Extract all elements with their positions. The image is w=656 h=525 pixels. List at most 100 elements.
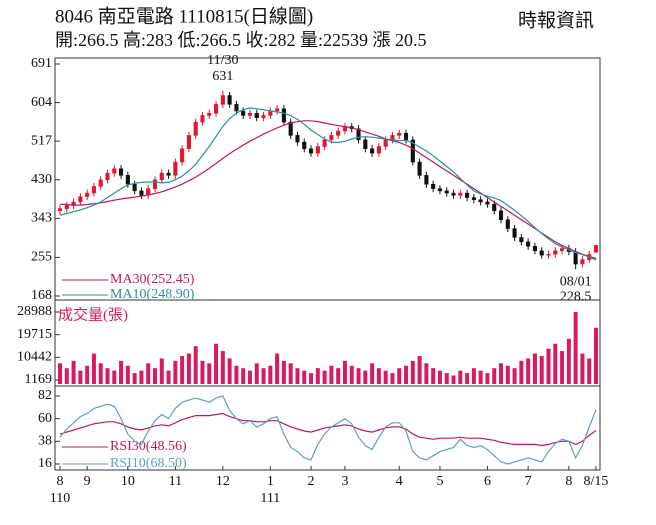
volume-bar <box>166 370 171 384</box>
legend-label: MA30(252.45) <box>110 272 195 287</box>
candle-body <box>315 146 320 154</box>
volume-title: 成交量(張) <box>58 305 128 323</box>
legend-label: MA10(248.90) <box>110 287 195 302</box>
volume-bar <box>376 368 381 384</box>
legend-label: RSI10(68.50) <box>110 456 187 471</box>
candle-body <box>485 201 490 205</box>
candle-body <box>139 190 144 196</box>
volume-bar <box>404 365 409 384</box>
volume-bar <box>152 368 157 384</box>
candle-body <box>471 197 476 200</box>
year-label: 110 <box>50 491 70 506</box>
candle-body <box>247 112 253 116</box>
candle-body <box>295 135 300 143</box>
volume-bar <box>186 353 191 384</box>
candle-body <box>78 196 83 203</box>
volume-bar <box>560 351 565 384</box>
volume-bar <box>526 358 531 384</box>
y-tick-label: 255 <box>31 250 52 265</box>
volume-bar <box>281 360 286 384</box>
volume-bar <box>207 363 212 384</box>
candle-body <box>532 246 537 252</box>
volume-bar <box>349 365 354 384</box>
y-tick-label: 82 <box>38 388 52 403</box>
line <box>59 395 597 465</box>
y-tick-label: 168 <box>31 288 52 303</box>
volume-bar <box>132 373 137 384</box>
volume-bar <box>485 373 490 384</box>
candle-body <box>593 245 599 253</box>
x-tick-label: 5 <box>436 474 443 489</box>
volume-bar <box>587 358 592 384</box>
candle-body <box>370 148 375 154</box>
quote: 開:266.5 高:283 低:266.5 收:282 量:22539 漲 20… <box>55 30 427 50</box>
candle-body <box>397 132 402 136</box>
volume-bar <box>119 360 124 384</box>
x-tick-label: 2 <box>308 474 315 489</box>
y-tick-label: 430 <box>31 172 52 187</box>
volume-bar <box>146 363 151 384</box>
candle-body <box>57 208 63 212</box>
volume-bar <box>247 370 252 384</box>
volume-bar <box>451 375 456 384</box>
x-tick-label: 3 <box>341 474 348 489</box>
volume-bar <box>85 365 90 384</box>
volume-bar <box>512 368 517 384</box>
volume-bar <box>566 338 571 384</box>
volume-bar <box>519 360 524 384</box>
candle-body <box>383 139 388 147</box>
volume-bar <box>492 368 497 384</box>
volume-bar <box>227 358 232 384</box>
candle-body <box>498 210 504 220</box>
candle-body <box>220 95 225 105</box>
y-tick-label: 517 <box>31 133 52 148</box>
volume-bar <box>437 370 442 384</box>
volume-bar <box>295 368 300 384</box>
x-tick-label: 7 <box>525 474 532 489</box>
candle-body <box>214 104 219 114</box>
x-tick-label: 8 <box>57 474 64 489</box>
volume-bar <box>112 370 117 384</box>
chart-title: 8046 南亞電路 1110815(日線圖) <box>55 5 313 27</box>
candle-body <box>261 115 266 118</box>
candle-body <box>519 237 524 243</box>
volume-bar <box>478 370 483 384</box>
candle-body <box>505 219 510 229</box>
volume-bar <box>91 353 96 384</box>
volume-bar <box>105 368 110 384</box>
volume-bar <box>254 363 259 384</box>
candle-body <box>112 168 117 174</box>
y-tick-label: 28988 <box>17 304 52 319</box>
volume-bar <box>397 368 402 384</box>
candle-body <box>275 108 280 112</box>
volume-bar <box>139 370 144 384</box>
candle-body <box>356 128 361 141</box>
candle-body <box>424 175 429 185</box>
annotation-value: 228.5 <box>560 289 592 304</box>
legend-label: RSI30(48.56) <box>110 439 187 454</box>
x-tick-label: 6 <box>484 474 491 489</box>
candle-body <box>241 110 246 116</box>
candle-body <box>302 141 307 149</box>
volume-bar <box>180 355 185 384</box>
candle-body <box>437 188 442 192</box>
candle-body <box>329 135 334 141</box>
volume-bar <box>214 343 219 384</box>
volume-bar <box>193 346 198 384</box>
annotation-value: 631 <box>212 69 233 84</box>
volume-bar <box>471 368 476 384</box>
candle-body <box>560 248 565 252</box>
volume-bar <box>268 365 273 384</box>
volume-bar <box>410 360 415 384</box>
y-tick-label: 691 <box>31 56 52 71</box>
source: 時報資訊 <box>518 9 594 31</box>
rsi-frame <box>54 385 601 471</box>
candle-body <box>451 192 456 196</box>
candle-body <box>227 95 232 105</box>
volume-bar <box>220 351 225 384</box>
candle-body <box>91 186 96 194</box>
candle-body <box>458 192 463 196</box>
candle-body <box>526 241 531 247</box>
